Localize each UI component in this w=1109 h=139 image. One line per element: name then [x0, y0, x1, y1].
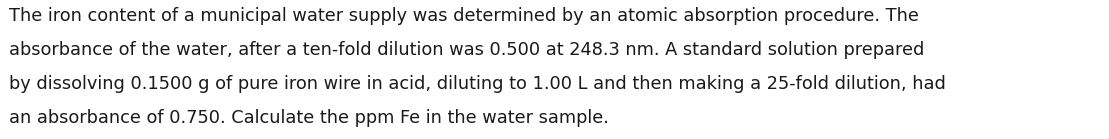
Text: an absorbance of 0.750. Calculate the ppm Fe in the water sample.: an absorbance of 0.750. Calculate the pp…	[9, 109, 609, 127]
Text: absorbance of the water, after a ten-fold dilution was 0.500 at 248.3 nm. A stan: absorbance of the water, after a ten-fol…	[9, 41, 924, 59]
Text: by dissolving 0.1500 g of pure iron wire in acid, diluting to 1.00 L and then ma: by dissolving 0.1500 g of pure iron wire…	[9, 75, 946, 93]
Text: The iron content of a municipal water supply was determined by an atomic absorpt: The iron content of a municipal water su…	[9, 7, 918, 25]
